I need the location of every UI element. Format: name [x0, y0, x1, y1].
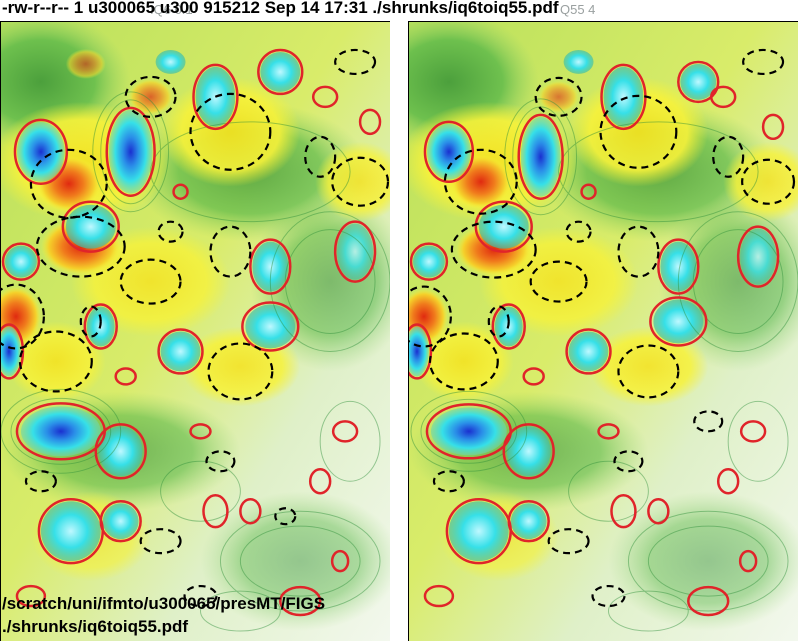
contour-map-right: [409, 22, 798, 641]
footer-directory-path: /scratch/uni/ifmto/u300065/presMT/FIGS: [2, 594, 326, 613]
footer-file-path: ./shrunks/iq6toiq55.pdf: [2, 617, 189, 636]
panel-right-ghost-label: Q55 4: [560, 2, 596, 17]
contour-panel-right: [408, 21, 798, 641]
contour-map-left: [1, 22, 390, 641]
panel-left-ghost-label: IQ6 0.1: [150, 2, 193, 17]
file-listing-header: -rw-r--r-- 1 u300065 u300 915212 Sep 14 …: [2, 0, 559, 17]
contour-panel-left: [0, 21, 390, 641]
